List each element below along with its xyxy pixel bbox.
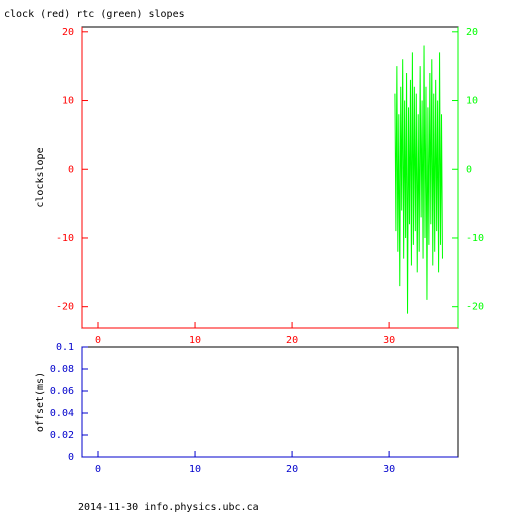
y-tick-label: 0.1 <box>56 342 74 353</box>
x-tick-label: 10 <box>189 335 201 346</box>
x-tick-label: 30 <box>383 464 395 475</box>
y2-tick-label: 0 <box>466 164 472 175</box>
x-tick-label: 20 <box>286 335 298 346</box>
y-tick-label: 0 <box>68 452 74 463</box>
data-line <box>394 45 443 314</box>
y-tick-label: 10 <box>62 96 74 107</box>
y-tick-label: 20 <box>62 27 74 38</box>
x-tick-label: 10 <box>189 464 201 475</box>
y-tick-label: 0.02 <box>50 430 74 441</box>
y-tick-label: -10 <box>56 233 74 244</box>
y-axis-label: clockslope <box>35 147 46 207</box>
x-tick-label: 30 <box>383 335 395 346</box>
footer: 2014-11-30 info.physics.ubc.ca <box>78 502 259 512</box>
y2-tick-label: -10 <box>466 233 484 244</box>
y-tick-label: -20 <box>56 302 74 313</box>
x-tick-label: 0 <box>95 464 101 475</box>
y2-tick-label: 10 <box>466 96 478 107</box>
x-tick-label: 0 <box>95 335 101 346</box>
y2-tick-label: -20 <box>466 302 484 313</box>
x-tick-label: 20 <box>286 464 298 475</box>
y2-tick-label: 20 <box>466 27 478 38</box>
y-axis-label: offset(ms) <box>35 372 46 432</box>
y-tick-label: 0.04 <box>50 408 74 419</box>
y-tick-label: 0 <box>68 164 74 175</box>
y-tick-label: 0.06 <box>50 386 74 397</box>
y-tick-label: 0.08 <box>50 364 74 375</box>
chart-title: clock (red) rtc (green) slopes <box>4 9 185 20</box>
